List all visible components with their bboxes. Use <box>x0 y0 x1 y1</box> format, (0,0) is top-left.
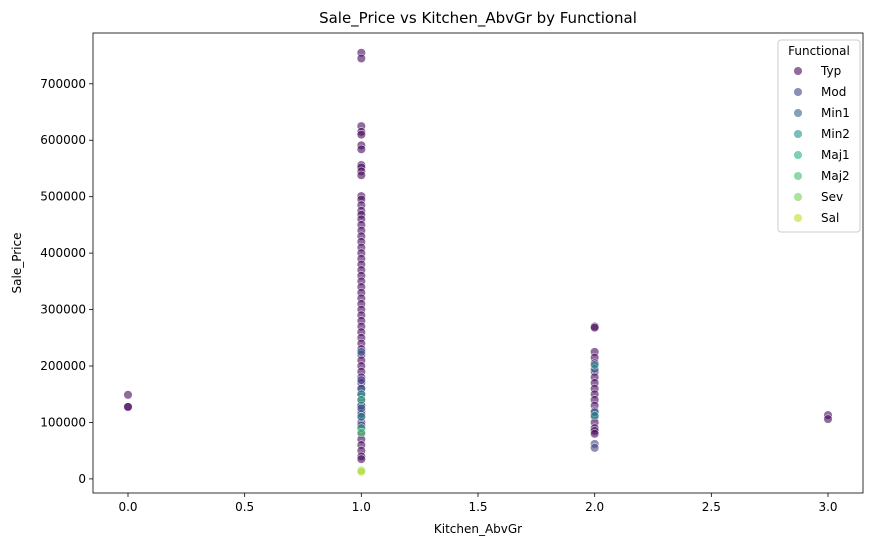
scatter-point <box>123 390 133 400</box>
x-tick-label: 1.0 <box>352 500 371 514</box>
legend-entry-label: Mod <box>821 85 846 99</box>
x-tick-label: 0.0 <box>118 500 137 514</box>
scatter-point <box>356 395 366 405</box>
chart-title: Sale_Price vs Kitchen_AbvGr by Functiona… <box>319 9 637 28</box>
scatter-point <box>356 53 366 63</box>
x-tick-label: 0.5 <box>235 500 254 514</box>
legend-entry-label: Maj2 <box>821 169 850 183</box>
scatter-point <box>356 347 366 357</box>
legend-marker <box>793 87 803 97</box>
scatter-point <box>356 130 366 140</box>
points-layer <box>123 48 833 477</box>
legend: Functional Typ Mod Min1 Min2 Maj1 Maj2 Sev Sal <box>777 39 861 233</box>
legend-marker <box>793 66 803 76</box>
legend-entry-label: Min2 <box>821 127 850 141</box>
scatter-point <box>356 412 366 422</box>
scatter-point <box>123 402 133 412</box>
x-tick-label: 2.5 <box>702 500 721 514</box>
y-tick-label: 100000 <box>40 415 86 429</box>
scatter-point <box>590 323 600 333</box>
y-tick-label: 600000 <box>40 133 86 147</box>
scatter-point <box>590 443 600 453</box>
y-axis-label: Sale_Price <box>10 233 24 294</box>
scatter-point <box>356 144 366 154</box>
legend-entry-label: Sal <box>821 211 839 225</box>
scatter-point <box>590 429 600 439</box>
x-tick-label: 3.0 <box>818 500 837 514</box>
y-axis: 0 100000 200000 300000 400000 500000 600000 700… <box>40 77 93 486</box>
scatter-point <box>590 360 600 370</box>
legend-entry-label: Maj1 <box>821 148 850 162</box>
y-tick-label: 0 <box>78 472 86 486</box>
plot-frame <box>92 32 864 494</box>
scatter-point <box>356 170 366 180</box>
scatter-point <box>356 428 366 438</box>
legend-marker <box>793 171 803 181</box>
legend-entry-label: Sev <box>821 190 843 204</box>
y-tick-label: 500000 <box>40 190 86 204</box>
y-tick-label: 700000 <box>40 77 86 91</box>
legend-marker <box>793 213 803 223</box>
legend-marker <box>793 129 803 139</box>
y-tick-label: 400000 <box>40 246 86 260</box>
scatter-point <box>356 467 366 477</box>
x-axis: 0.0 0.5 1.0 1.5 2.0 2.5 3.0 <box>118 493 838 514</box>
x-tick-label: 2.0 <box>585 500 604 514</box>
legend-title: Functional <box>788 44 850 58</box>
legend-marker <box>793 108 803 118</box>
y-tick-label: 200000 <box>40 359 86 373</box>
legend-entry-label: Min1 <box>821 106 850 120</box>
scatter-point <box>356 403 366 413</box>
scatter-point <box>356 454 366 464</box>
scatter-point <box>590 411 600 421</box>
scatter-point <box>823 414 833 424</box>
x-axis-label: Kitchen_AbvGr <box>434 522 522 536</box>
scatter-point <box>356 375 366 385</box>
x-tick-label: 1.5 <box>468 500 487 514</box>
legend-marker <box>793 150 803 160</box>
legend-entry-label: Typ <box>820 64 841 78</box>
y-tick-label: 300000 <box>40 303 86 317</box>
legend-marker <box>793 192 803 202</box>
